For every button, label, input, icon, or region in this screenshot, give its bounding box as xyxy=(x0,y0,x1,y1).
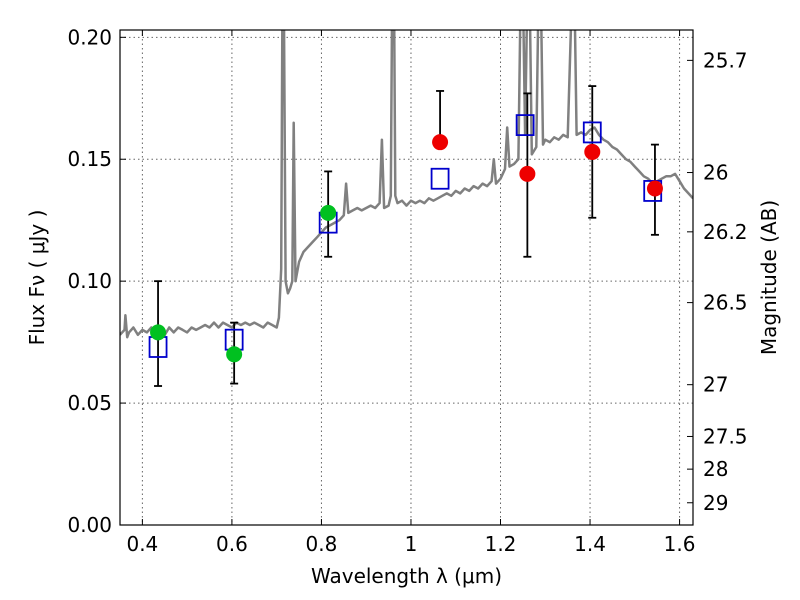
y2-tick-label: 26.2 xyxy=(703,220,748,244)
tick-layer: 0.4 0.6 0.8 1 1.2 1.4 1.6 0.00 0.05 0.10 0.15 0.20 2… xyxy=(67,25,747,556)
red-point xyxy=(432,134,449,151)
y2-tick-label: 26.5 xyxy=(703,291,748,315)
x-tick-label: 1.2 xyxy=(485,532,517,556)
y-tick-label: 0.15 xyxy=(67,147,112,171)
x-tick-label: 0.4 xyxy=(126,532,158,556)
y-tick-label: 0.00 xyxy=(67,513,112,537)
x-tick-label: 1 xyxy=(405,532,418,556)
y-tick-label: 0.05 xyxy=(67,391,112,415)
red-point xyxy=(519,165,536,182)
plot-frame xyxy=(119,29,694,526)
spectrum-layer xyxy=(120,30,693,339)
y-axis-label: Flux Fν ( μJy ) xyxy=(25,210,49,346)
x-tick-label: 0.6 xyxy=(216,532,248,556)
y2-tick-label: 28 xyxy=(703,457,728,481)
y-tick-label: 0.10 xyxy=(67,269,112,293)
x-tick-label: 1.4 xyxy=(574,532,606,556)
y-tick-label: 0.20 xyxy=(67,25,112,49)
y2-tick-label: 27 xyxy=(703,373,728,397)
y2-axis-label: Magnitude (AB) xyxy=(757,200,781,355)
x-tick-label: 1.6 xyxy=(664,532,696,556)
x-axis-label: Wavelength λ (μm) xyxy=(311,564,502,588)
x-tick-label: 0.8 xyxy=(306,532,338,556)
spectrum-line xyxy=(120,30,693,339)
y2-tick-label: 26 xyxy=(703,161,728,185)
model-box xyxy=(515,114,535,136)
red-point xyxy=(646,180,663,197)
y2-tick-label: 29 xyxy=(703,491,728,515)
model-box-layer xyxy=(148,114,663,358)
model-box xyxy=(430,167,450,190)
model-box xyxy=(582,121,602,144)
green-point xyxy=(320,204,337,221)
red-point xyxy=(584,143,601,160)
y2-tick-label: 27.5 xyxy=(703,424,748,448)
grid xyxy=(120,30,693,525)
green-point xyxy=(226,346,243,363)
green-point xyxy=(150,324,167,341)
y2-tick-label: 25.7 xyxy=(703,48,748,72)
photometry-point-layer xyxy=(150,134,663,363)
